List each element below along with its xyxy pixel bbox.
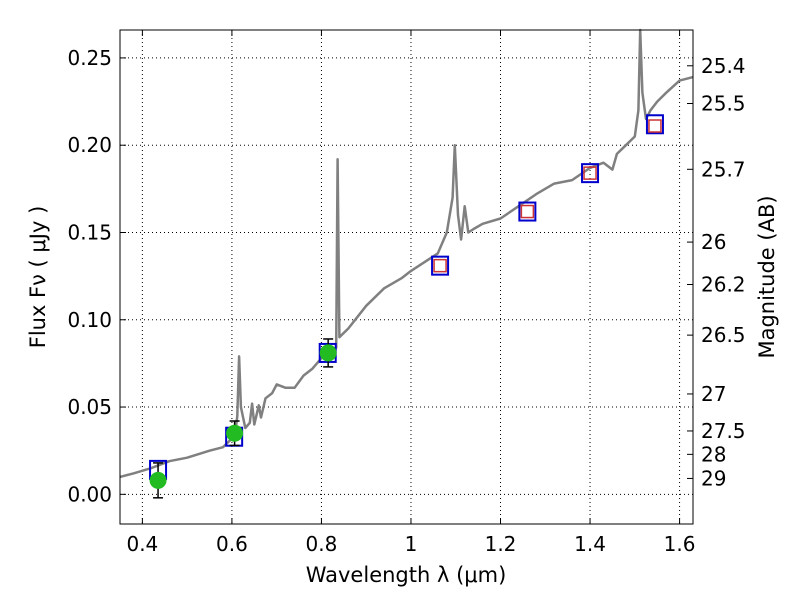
observed-flux-point: [149, 471, 167, 489]
marker-layer: [149, 114, 664, 499]
y2-tick-label: 27.5: [701, 419, 746, 443]
spectrum-line: [119, 28, 694, 479]
y-tick-label: 0.00: [67, 482, 112, 506]
upper-limit-square: [520, 204, 535, 219]
x-tick-label: 0.6: [216, 532, 248, 556]
observed-flux-point: [226, 424, 244, 442]
y2-tick-label: 25.7: [701, 157, 746, 181]
y-axis-title: Flux Fν ( μJy ): [26, 206, 50, 349]
y-tick-label: 0.25: [67, 46, 112, 70]
x-axis-title: Wavelength λ (μm): [306, 563, 507, 587]
y2-tick-label: 28: [701, 442, 726, 466]
x-tick-label: 0.4: [126, 532, 158, 556]
upper-limit-square: [433, 258, 447, 273]
y2-tick-label: 29: [701, 466, 726, 490]
y2-tick-label: 25.5: [701, 91, 746, 115]
y-tick-label: 0.10: [67, 308, 112, 332]
observed-flux-point: [319, 344, 337, 362]
x-tick-label: 1.4: [574, 532, 606, 556]
grid-layer: [120, 30, 693, 524]
y2-tick-label: 27: [701, 382, 726, 406]
y-tick-label: 0.20: [67, 133, 112, 157]
model-photometry-square: [645, 114, 664, 135]
y-tick-label: 0.15: [67, 220, 112, 244]
y-tick-label: 0.05: [67, 395, 112, 419]
tick-layer: 0.4 0.6 0.8 1 1.2 1.4 1.6 0.00 0.05 0.10 0.15 0.20 0…: [67, 30, 746, 556]
y2-tick-label: 25.4: [701, 54, 746, 78]
plot-frame: [119, 29, 694, 525]
model-photometry-square: [518, 201, 537, 222]
y2-axis-title: Magnitude (AB): [755, 195, 779, 358]
x-tick-label: 0.8: [306, 532, 338, 556]
model-photometry-square: [431, 255, 450, 276]
upper-limit-square: [583, 166, 597, 180]
x-tick-label: 1.2: [485, 532, 517, 556]
x-tick-label: 1.6: [664, 532, 696, 556]
y2-tick-label: 26.2: [701, 273, 746, 297]
upper-limit-square: [648, 119, 662, 133]
x-tick-label: 1: [405, 532, 418, 556]
y2-tick-label: 26: [701, 230, 726, 254]
model-photometry-square: [581, 163, 600, 184]
y2-tick-label: 26.5: [701, 323, 746, 347]
spectrum-layer: [119, 28, 694, 479]
